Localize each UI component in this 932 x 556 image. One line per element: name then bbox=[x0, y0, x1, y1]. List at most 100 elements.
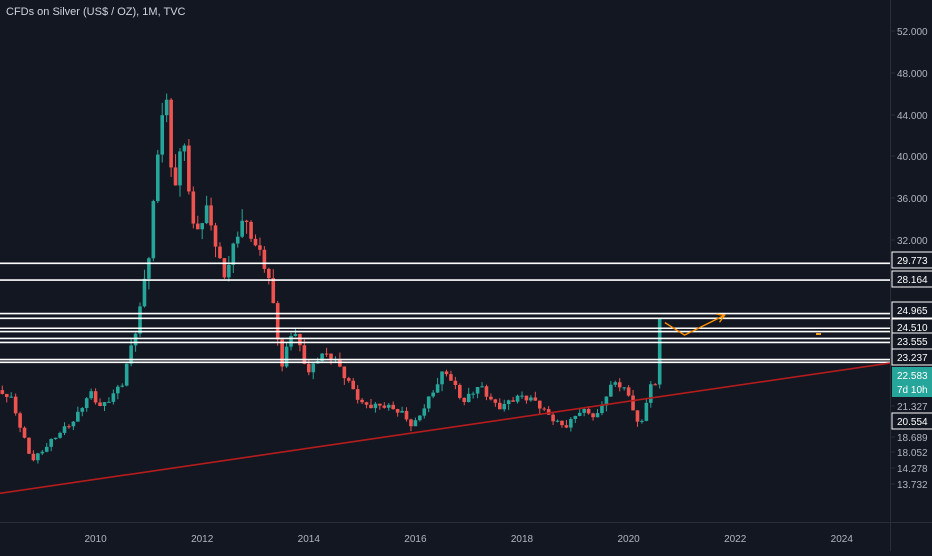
candle-body bbox=[369, 404, 373, 409]
candle-body bbox=[373, 403, 378, 409]
candle-body bbox=[560, 420, 564, 426]
candle-body bbox=[324, 353, 329, 355]
axis-corner bbox=[890, 522, 932, 551]
candle-body bbox=[280, 339, 284, 367]
candle-body bbox=[204, 205, 209, 224]
price-tick-label: 48.000 bbox=[897, 69, 928, 80]
candle-body bbox=[440, 371, 444, 385]
candle-body bbox=[524, 395, 529, 401]
candle-body bbox=[355, 389, 360, 400]
price-tick: 23.555 bbox=[891, 332, 932, 350]
candle-body bbox=[84, 398, 89, 409]
candle-body bbox=[391, 404, 395, 410]
candle-body bbox=[222, 258, 227, 278]
level-label-box bbox=[891, 412, 932, 430]
candle-body bbox=[497, 402, 502, 410]
projection-arrowhead bbox=[716, 313, 726, 323]
time-axis[interactable]: 2010 2012 2014 2016 2018 2020 2022 2024 bbox=[0, 522, 890, 551]
time-tick-label: 2018 bbox=[511, 534, 534, 545]
candle-body bbox=[622, 387, 626, 389]
price-tick: 23.237 bbox=[891, 348, 932, 366]
candle-body bbox=[240, 220, 244, 237]
candle-body bbox=[271, 278, 276, 304]
price-tick: 29.773 bbox=[891, 251, 932, 269]
candle-body bbox=[595, 413, 600, 418]
chart-canvas[interactable]: CFDs on Silver (US$ / OZ), 1M, TVC bbox=[0, 0, 896, 522]
candle-body bbox=[458, 385, 462, 398]
candle-body bbox=[395, 409, 400, 413]
candle-body bbox=[342, 366, 347, 379]
candle-body bbox=[0, 390, 5, 394]
candle-body bbox=[502, 404, 507, 410]
candle-body bbox=[649, 384, 653, 403]
candle-body bbox=[178, 151, 182, 186]
candle-body bbox=[93, 391, 98, 403]
time-tick-label: 2014 bbox=[298, 534, 321, 545]
candle-body bbox=[244, 220, 249, 222]
candle-body bbox=[386, 404, 391, 408]
price-tick: 18.689 bbox=[891, 433, 928, 444]
candle-body bbox=[116, 386, 120, 394]
candlestick-chart[interactable] bbox=[0, 0, 896, 522]
price-tick: 13.732 bbox=[891, 480, 928, 491]
candle-body bbox=[253, 238, 258, 246]
price-tick: 36.000 bbox=[891, 194, 928, 205]
candle-body bbox=[431, 392, 435, 397]
candle-body bbox=[364, 402, 369, 405]
price-tick-label: 23.237 bbox=[897, 353, 928, 364]
time-tick-label: 2024 bbox=[831, 534, 854, 545]
price-axis-svg[interactable]: 52.000 48.000 44.000 40.000 36.000 32.000 29.7… bbox=[891, 0, 932, 522]
candle-body bbox=[413, 420, 418, 427]
candle-body bbox=[151, 201, 156, 259]
time-tick-label: 2010 bbox=[84, 534, 107, 545]
price-tick: 32.000 bbox=[891, 236, 928, 247]
candle-body bbox=[89, 391, 93, 399]
candle-body bbox=[600, 405, 604, 414]
level-label-box bbox=[891, 301, 932, 319]
candle-body bbox=[36, 453, 40, 461]
candle-body bbox=[218, 246, 222, 259]
candle-body bbox=[80, 408, 85, 412]
price-tick: 40.000 bbox=[891, 152, 928, 163]
price-axis[interactable]: 52.000 48.000 44.000 40.000 36.000 32.000 29.7… bbox=[890, 0, 932, 522]
candle-body bbox=[49, 438, 53, 447]
price-tick-label: 28.164 bbox=[897, 275, 928, 286]
candle-body bbox=[298, 333, 302, 346]
candle-body bbox=[529, 397, 533, 401]
candle-body bbox=[129, 345, 133, 364]
candle-body bbox=[511, 400, 515, 402]
candle-body bbox=[191, 191, 196, 224]
horizontal-levels-group bbox=[0, 262, 890, 364]
candle-body bbox=[573, 415, 578, 419]
price-tick: 52.000 bbox=[891, 27, 928, 38]
price-tick-label: 18.689 bbox=[897, 433, 928, 444]
candle-body bbox=[307, 363, 311, 373]
candle-body bbox=[426, 396, 431, 409]
candle-body bbox=[644, 402, 649, 421]
candle-body bbox=[200, 223, 204, 230]
price-tick-label: 40.000 bbox=[897, 152, 928, 163]
price-tick-label: 13.732 bbox=[897, 480, 928, 491]
price-label-badge bbox=[892, 381, 932, 397]
time-tick-label: 2016 bbox=[404, 534, 427, 545]
price-tick: 44.000 bbox=[891, 111, 928, 122]
candle-body bbox=[44, 446, 49, 452]
candle-body bbox=[155, 154, 160, 202]
price-tick: 28.164 bbox=[891, 270, 932, 288]
time-tick-label: 2020 bbox=[617, 534, 640, 545]
price-tick-label: 36.000 bbox=[897, 194, 928, 205]
candle-body bbox=[142, 278, 147, 307]
candle-body bbox=[258, 245, 262, 250]
time-axis-svg[interactable]: 2010 2012 2014 2016 2018 2020 2022 2024 bbox=[0, 523, 890, 551]
candle-body bbox=[249, 221, 253, 239]
candle-body bbox=[76, 411, 80, 422]
candle-body bbox=[213, 225, 218, 247]
candle-body bbox=[275, 303, 280, 340]
level-label-box bbox=[891, 348, 932, 366]
candle-body bbox=[31, 453, 36, 461]
candle-body bbox=[302, 345, 307, 364]
candle-body bbox=[138, 306, 142, 334]
price-tick-label: 29.773 bbox=[897, 256, 928, 267]
candle-body bbox=[631, 395, 635, 411]
candle-body bbox=[409, 419, 413, 427]
